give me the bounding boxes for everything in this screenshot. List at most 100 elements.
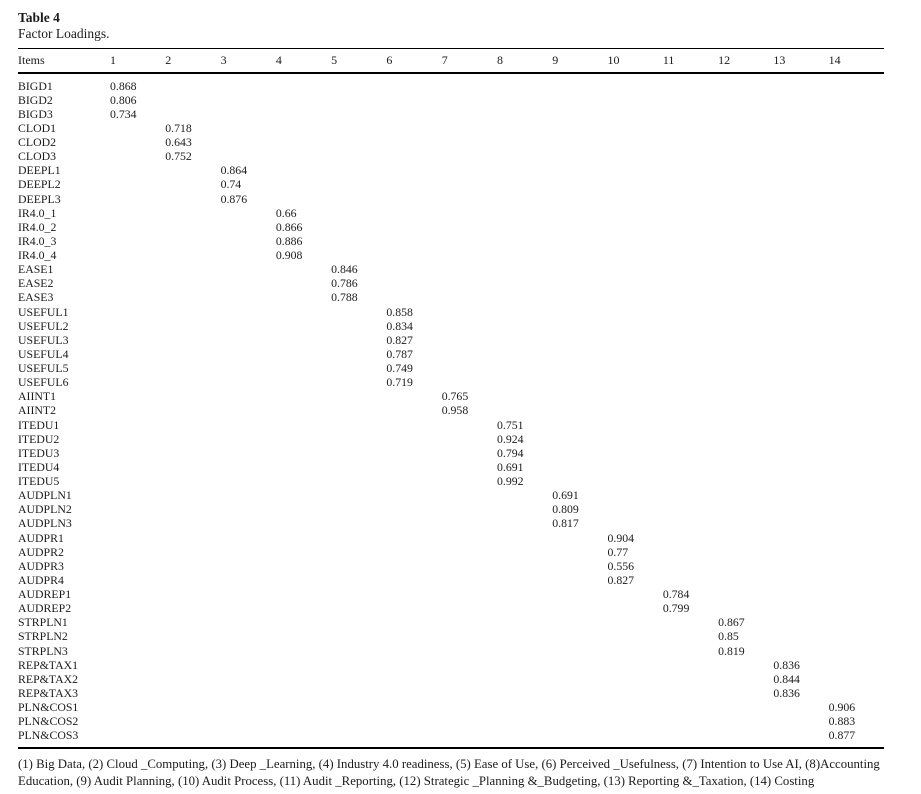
empty-cell bbox=[608, 446, 663, 460]
empty-cell bbox=[497, 644, 552, 658]
empty-cell bbox=[276, 644, 331, 658]
empty-cell bbox=[773, 305, 828, 319]
loading-value: 0.643 bbox=[165, 135, 192, 149]
col-header-factor-9: 9 bbox=[552, 52, 559, 67]
empty-cell bbox=[829, 545, 884, 559]
empty-cell bbox=[276, 615, 331, 629]
empty-cell bbox=[552, 573, 607, 587]
loading-value: 0.784 bbox=[662, 587, 690, 601]
table-row: AUDREP1 0.784 bbox=[18, 587, 884, 601]
empty-cell bbox=[608, 686, 663, 700]
table-row: EASE1 0.846 bbox=[18, 262, 884, 276]
empty-cell bbox=[552, 728, 607, 748]
empty-cell bbox=[663, 192, 718, 206]
loading-value: 0.904 bbox=[607, 530, 635, 545]
empty-cell bbox=[552, 559, 607, 573]
table-row: REP&TAX2 0.844 bbox=[18, 672, 884, 686]
empty-cell bbox=[276, 121, 331, 135]
item-label: PLN&COS1 bbox=[18, 700, 79, 714]
empty-cell bbox=[221, 474, 276, 488]
item-label: ITEDU3 bbox=[18, 445, 60, 460]
empty-cell bbox=[718, 121, 773, 135]
empty-cell bbox=[773, 163, 828, 177]
empty-cell bbox=[110, 601, 165, 615]
empty-cell bbox=[773, 559, 828, 573]
empty-cell bbox=[497, 305, 552, 319]
empty-cell bbox=[552, 587, 607, 601]
empty-cell bbox=[386, 658, 441, 672]
empty-cell bbox=[829, 474, 884, 488]
empty-cell bbox=[663, 488, 718, 502]
loading-value: 0.817 bbox=[552, 516, 579, 531]
empty-cell bbox=[497, 714, 552, 728]
empty-cell bbox=[165, 418, 220, 432]
empty-cell bbox=[663, 615, 718, 629]
empty-cell bbox=[442, 177, 497, 191]
empty-cell bbox=[608, 728, 663, 748]
empty-cell bbox=[110, 474, 165, 488]
empty-cell bbox=[829, 573, 884, 587]
empty-cell bbox=[608, 432, 663, 446]
empty-cell bbox=[110, 658, 165, 672]
empty-cell bbox=[386, 700, 441, 714]
empty-cell bbox=[718, 573, 773, 587]
table-row: AIINT1 0.765 bbox=[18, 389, 884, 403]
empty-cell bbox=[442, 93, 497, 107]
empty-cell bbox=[165, 220, 220, 234]
empty-cell bbox=[829, 192, 884, 206]
loading-value: 0.867 bbox=[718, 615, 745, 630]
empty-cell bbox=[221, 375, 276, 389]
table-subtitle: Factor Loadings. bbox=[18, 26, 110, 41]
empty-cell bbox=[718, 418, 773, 432]
empty-cell bbox=[276, 177, 331, 191]
empty-cell bbox=[552, 403, 607, 417]
empty-cell bbox=[276, 728, 331, 748]
empty-cell bbox=[497, 403, 552, 417]
empty-cell bbox=[221, 248, 276, 262]
empty-cell bbox=[663, 121, 718, 135]
item-label: STRPLN1 bbox=[18, 615, 68, 630]
col-header-items: Items bbox=[18, 52, 45, 67]
col-header-factor-11: 11 bbox=[662, 52, 675, 67]
empty-cell bbox=[497, 502, 552, 516]
empty-cell bbox=[773, 73, 828, 93]
empty-cell bbox=[276, 403, 331, 417]
empty-cell bbox=[110, 629, 165, 643]
empty-cell bbox=[165, 658, 220, 672]
empty-cell bbox=[110, 305, 165, 319]
empty-cell bbox=[221, 644, 276, 658]
empty-cell bbox=[497, 700, 552, 714]
empty-cell bbox=[331, 192, 386, 206]
empty-cell bbox=[773, 573, 828, 587]
empty-cell bbox=[442, 305, 497, 319]
empty-cell bbox=[718, 347, 773, 361]
empty-cell bbox=[442, 73, 497, 93]
empty-cell bbox=[718, 531, 773, 545]
empty-cell bbox=[442, 516, 497, 530]
empty-cell bbox=[221, 601, 276, 615]
empty-cell bbox=[608, 644, 663, 658]
empty-cell bbox=[165, 107, 220, 121]
empty-cell bbox=[221, 333, 276, 347]
item-label: CLOD1 bbox=[18, 120, 57, 135]
empty-cell bbox=[608, 403, 663, 417]
empty-cell bbox=[276, 714, 331, 728]
table-row: ITEDU5 0.992 bbox=[18, 474, 884, 488]
empty-cell bbox=[331, 686, 386, 700]
empty-cell bbox=[386, 516, 441, 530]
empty-cell bbox=[829, 262, 884, 276]
col-header-factor-6: 6 bbox=[386, 52, 393, 67]
empty-cell bbox=[221, 615, 276, 629]
empty-cell bbox=[497, 375, 552, 389]
empty-cell bbox=[773, 375, 828, 389]
empty-cell bbox=[608, 601, 663, 615]
empty-cell bbox=[110, 262, 165, 276]
empty-cell bbox=[331, 375, 386, 389]
empty-cell bbox=[221, 107, 276, 121]
empty-cell bbox=[663, 234, 718, 248]
empty-cell bbox=[331, 545, 386, 559]
loading-value: 0.749 bbox=[386, 361, 413, 375]
empty-cell bbox=[331, 93, 386, 107]
empty-cell bbox=[608, 276, 663, 290]
